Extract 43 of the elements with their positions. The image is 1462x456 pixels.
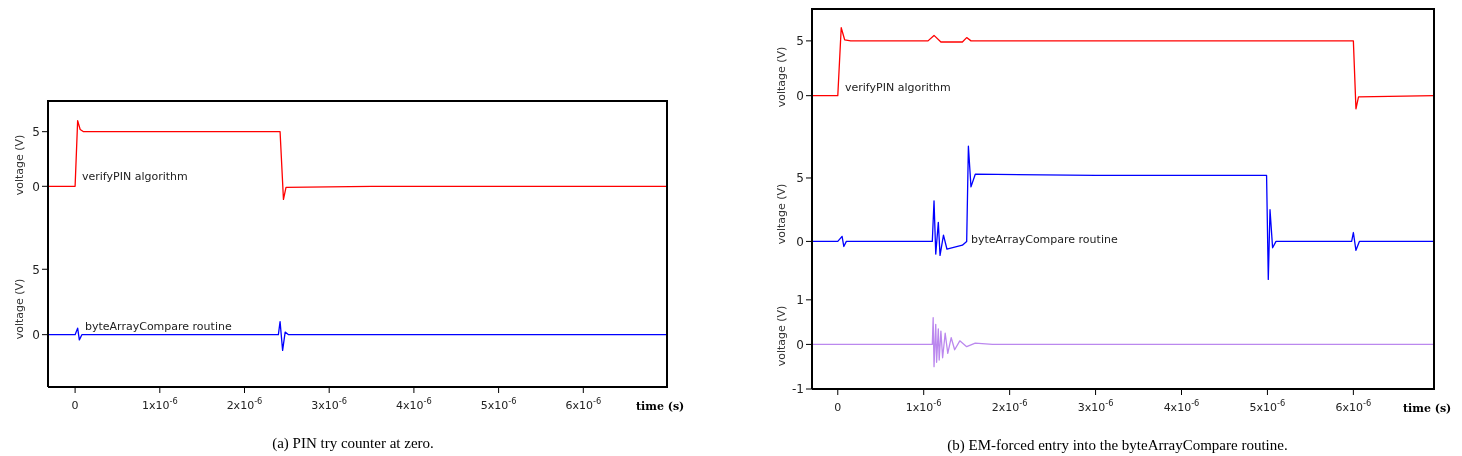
x-tick-label: 4x10$^{-6}$ xyxy=(396,396,432,412)
text: (b) EM-forced entry into the byteArrayCompare routine. xyxy=(946,437,1289,454)
annotation: byteArrayCompare routine xyxy=(971,233,1118,246)
y-tick-label: 1 xyxy=(796,293,804,308)
y-axis-title: voltage (V) xyxy=(775,45,789,109)
annotation: verifyPIN algorithm xyxy=(845,81,951,94)
y-axis-title: voltage (V) xyxy=(13,277,27,341)
x-tick-label: 4x10$^{-6}$ xyxy=(1163,398,1200,414)
x-tick-label: 2x10$^{-6}$ xyxy=(226,396,263,412)
x-tick-label: 5x10$^{-6}$ xyxy=(480,396,517,412)
x-tick-label: 6x10$^{-6}$ xyxy=(1335,398,1372,414)
line-series xyxy=(48,120,668,201)
x-axis-title: time (s) xyxy=(1403,402,1452,416)
y-tick-label: 0 xyxy=(796,234,804,249)
y-tick-label: 0 xyxy=(32,179,40,194)
x-tick-label: 0 xyxy=(71,399,79,412)
annotation: byteArrayCompare routine xyxy=(85,320,232,333)
y-axis-title: voltage (V) xyxy=(775,304,789,368)
line-series xyxy=(48,320,668,352)
y-tick-label: 5 xyxy=(796,171,804,186)
line-series xyxy=(812,317,1435,368)
text: (a) PIN try counter at zero. xyxy=(271,435,435,452)
x-tick-label: 3x10$^{-6}$ xyxy=(311,396,348,412)
y-tick-label: 5 xyxy=(32,124,40,139)
y-tick-label: 5 xyxy=(796,34,804,49)
x-tick-label: 1x10$^{-6}$ xyxy=(905,398,942,414)
x-tick-label: 0 xyxy=(834,401,842,414)
y-tick-label: 0 xyxy=(32,327,40,342)
x-tick-label: 5x10$^{-6}$ xyxy=(1249,398,1286,414)
x-axis-title: time (s) xyxy=(636,400,685,414)
y-tick-label: 0 xyxy=(796,337,804,352)
x-tick-label: 2x10$^{-6}$ xyxy=(991,398,1028,414)
x-tick-label: 1x10$^{-6}$ xyxy=(141,396,178,412)
y-axis-title: voltage (V) xyxy=(775,182,789,246)
y-tick-label: -1 xyxy=(792,382,804,397)
x-tick-label: 6x10$^{-6}$ xyxy=(565,396,602,412)
y-axis-title: voltage (V) xyxy=(13,133,27,198)
y-tick-label: 0 xyxy=(796,88,804,103)
annotation: verifyPIN algorithm xyxy=(82,170,188,183)
y-tick-label: 5 xyxy=(32,262,40,277)
line-series xyxy=(812,145,1435,281)
x-tick-label: 3x10$^{-6}$ xyxy=(1077,398,1114,414)
line-series xyxy=(812,27,1435,110)
